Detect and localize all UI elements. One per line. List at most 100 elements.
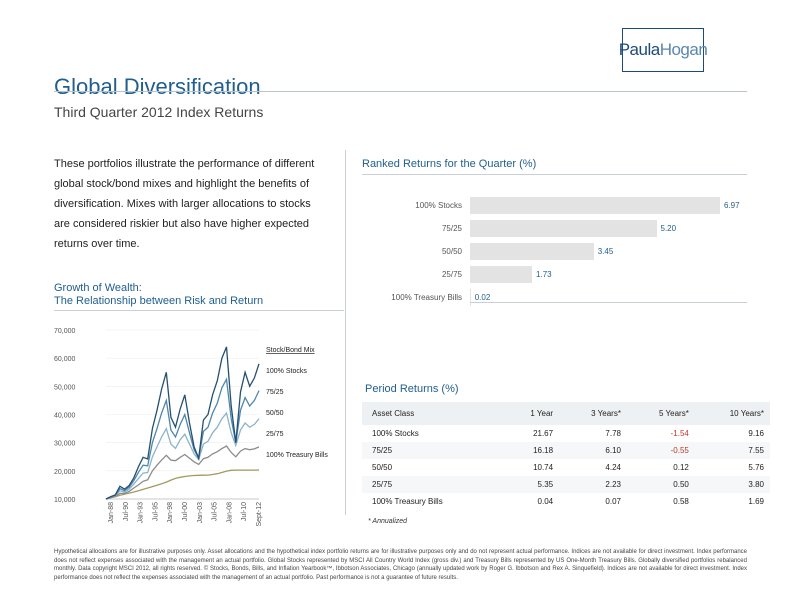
series-line (105, 469, 260, 500)
return-cell: 5.35 (502, 476, 560, 493)
page-title: Global Diversification (54, 74, 261, 99)
header-10-years: 10 Years* (694, 402, 770, 425)
return-cell: 5.76 (748, 463, 764, 472)
y-tick-label: 50,000 (54, 384, 76, 391)
x-tick-label: Jan-88 (108, 502, 115, 524)
return-cell: 3.80 (694, 476, 770, 493)
return-cell: -0.55 (626, 442, 695, 459)
asset-class-cell: 50/50 (372, 463, 393, 472)
series-line (105, 411, 260, 500)
intro-text: These portfolios illustrate the performa… (54, 158, 315, 250)
x-tick-label: Jul-00 (182, 502, 189, 521)
return-cell: 7.78 (605, 429, 621, 438)
ranked-bar (470, 289, 471, 306)
title-divider (54, 91, 747, 92)
asset-class-cell: 25/75 (362, 476, 503, 493)
table-row: 25/75 5.35 2.23 0.50 3.80 (362, 476, 770, 493)
legend-label: 50/50 (266, 410, 284, 417)
return-cell: 10.74 (533, 463, 554, 472)
ranked-label: 100% Treasury Bills (391, 293, 462, 302)
return-cell: 1.69 (748, 497, 764, 506)
x-tick-label: Jul-95 (152, 502, 159, 521)
return-cell: 4.24 (605, 463, 621, 472)
period-returns-title: Period Returns (%) (365, 383, 459, 395)
x-tick-label: Jan-93 (138, 502, 145, 524)
series-line (105, 377, 260, 500)
y-tick-label: 30,000 (54, 441, 76, 448)
period-returns-table: Asset Class 1 Year 3 Years* 5 Years* 10 … (362, 402, 770, 510)
legend-title: Stock/Bond Mix (266, 347, 315, 354)
ranked-value: 1.73 (536, 270, 552, 279)
header-asset-class: Asset Class (362, 402, 503, 425)
return-cell: 6.10 (559, 442, 627, 459)
return-cell: 0.58 (673, 497, 689, 506)
legend-label: 100% Treasury Bills (266, 452, 328, 459)
header-5-years: 5 Years* (626, 402, 695, 425)
x-tick-label: Jan-08 (226, 502, 233, 524)
return-cell: 7.55 (694, 442, 770, 459)
x-tick-label: Jul-90 (123, 502, 130, 521)
legend-label: 25/75 (266, 431, 284, 438)
ranked-value: 6.97 (724, 201, 740, 210)
ranked-bar (470, 197, 720, 214)
return-cell: 0.07 (605, 497, 621, 506)
series-line (105, 346, 260, 500)
asset-class-cell: 100% Treasury Bills (372, 497, 443, 506)
ranked-baseline (470, 302, 747, 303)
x-tick-label: Sept-12 (256, 502, 263, 527)
return-cell: 0.04 (537, 497, 554, 506)
header-3-years: 3 Years* (559, 402, 627, 425)
ranked-divider (362, 174, 747, 175)
return-cell: 0.12 (673, 463, 689, 472)
growth-title-line2: The Relationship between Risk and Return (54, 295, 264, 307)
table-header-row: Asset Class 1 Year 3 Years* 5 Years* 10 … (362, 402, 770, 425)
asset-class-cell: 75/25 (362, 442, 503, 459)
column-divider (345, 150, 346, 515)
table-row: 100% Stocks 21.67 7.78 -1.54 9.16 (362, 425, 770, 442)
return-cell: 0.50 (626, 476, 695, 493)
x-tick-label: Jan-03 (197, 502, 204, 524)
ranked-returns-title: Ranked Returns for the Quarter (%) (362, 158, 537, 170)
growth-title-line1: Growth of Wealth: (54, 282, 142, 294)
ranked-bar (470, 243, 594, 260)
logo: PaulaHogan (619, 28, 708, 72)
table-row: 50/50 10.74 4.24 0.12 5.76 (362, 459, 770, 476)
legend-label: 100% Stocks (266, 368, 307, 375)
ranked-value: 0.02 (474, 293, 491, 302)
growth-title: Growth of Wealth: The Relationship betwe… (54, 282, 263, 308)
y-tick-label: 20,000 (54, 469, 76, 476)
ranked-value: 5.20 (660, 224, 677, 233)
logo-text: PaulaHogan (619, 40, 708, 60)
return-cell: 2.23 (559, 476, 627, 493)
annualized-note: * Annualized (368, 518, 408, 525)
ranked-label: 100% Stocks (415, 201, 462, 210)
series-line (105, 445, 260, 500)
ranked-bar (470, 220, 657, 237)
x-tick-label: Jul-05 (212, 502, 219, 521)
logo-part2: Hogan (659, 40, 708, 59)
return-cell: 9.16 (748, 429, 764, 438)
growth-divider (54, 310, 344, 311)
ranked-label: 75/25 (441, 224, 462, 233)
x-tick-label: Jul-10 (241, 502, 248, 521)
ranked-bar (470, 266, 533, 283)
header-1-year: 1 Year (502, 402, 560, 425)
return-cell: -1.54 (670, 429, 689, 438)
ranked-label: 50/50 (441, 247, 462, 256)
y-tick-label: 40,000 (54, 413, 76, 420)
y-tick-label: 60,000 (54, 356, 76, 363)
table-row: 100% Treasury Bills 0.04 0.07 0.58 1.69 (362, 493, 770, 510)
ranked-value: 3.45 (597, 247, 614, 256)
logo-part1: Paula (618, 40, 660, 59)
y-tick-label: 70,000 (54, 328, 76, 335)
ranked-label: 25/75 (441, 270, 462, 279)
footnotes: Hypothetical allocations are for illustr… (54, 549, 747, 581)
return-cell: 21.67 (533, 429, 554, 438)
table-row: 75/25 16.18 6.10 -0.55 7.55 (362, 442, 770, 459)
return-cell: 16.18 (502, 442, 560, 459)
page-subtitle: Third Quarter 2012 Index Returns (54, 104, 264, 120)
y-tick-label: 10,000 (54, 497, 76, 504)
growth-of-wealth-chart: 70,000 60,000 50,000 40,000 30,000 20,000 10,0… (54, 328, 328, 527)
x-tick-label: Jan-98 (167, 502, 174, 524)
asset-class-cell: 100% Stocks (372, 429, 419, 438)
